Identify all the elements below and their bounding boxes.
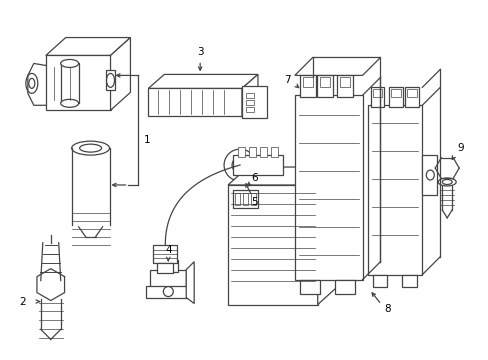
Bar xyxy=(242,86,266,118)
Bar xyxy=(422,155,436,195)
Bar xyxy=(235,193,240,205)
Bar xyxy=(405,87,419,107)
Ellipse shape xyxy=(61,99,79,107)
Bar xyxy=(270,147,277,157)
Text: 5: 5 xyxy=(251,197,258,207)
Polygon shape xyxy=(186,262,194,303)
Text: 6: 6 xyxy=(251,173,258,183)
Bar xyxy=(299,280,319,293)
Bar xyxy=(238,147,244,157)
Ellipse shape xyxy=(426,170,433,180)
Bar xyxy=(233,155,282,175)
Ellipse shape xyxy=(72,141,109,155)
Bar xyxy=(233,190,258,208)
Bar xyxy=(260,147,266,157)
Circle shape xyxy=(232,157,247,173)
Circle shape xyxy=(224,149,255,181)
Bar xyxy=(245,107,253,112)
Text: 4: 4 xyxy=(164,245,171,255)
Bar xyxy=(402,275,416,287)
Bar xyxy=(250,193,255,205)
Circle shape xyxy=(163,287,173,297)
Ellipse shape xyxy=(29,78,35,88)
Bar xyxy=(372,275,386,287)
Text: 9: 9 xyxy=(457,143,464,153)
Bar xyxy=(243,193,247,205)
Polygon shape xyxy=(242,75,258,116)
Bar xyxy=(46,55,110,110)
Bar xyxy=(367,105,422,275)
Bar xyxy=(245,100,253,105)
Polygon shape xyxy=(227,167,337,185)
Ellipse shape xyxy=(80,144,102,152)
Bar xyxy=(245,93,253,98)
Bar xyxy=(336,75,352,97)
Bar xyxy=(299,75,315,97)
Ellipse shape xyxy=(441,180,451,184)
Bar xyxy=(227,185,317,305)
Bar xyxy=(248,147,255,157)
Bar xyxy=(153,245,177,263)
Text: 7: 7 xyxy=(284,75,290,85)
Bar xyxy=(105,71,115,90)
Polygon shape xyxy=(46,37,130,55)
Text: 2: 2 xyxy=(20,297,26,306)
Bar xyxy=(157,263,173,273)
Bar xyxy=(150,270,186,292)
Polygon shape xyxy=(294,58,380,75)
Polygon shape xyxy=(148,75,258,88)
Ellipse shape xyxy=(61,59,79,67)
Bar xyxy=(319,77,329,87)
Bar xyxy=(146,285,190,298)
Bar xyxy=(388,87,403,107)
Bar xyxy=(407,89,416,97)
Bar xyxy=(61,63,79,103)
Polygon shape xyxy=(110,37,130,110)
Bar xyxy=(316,75,332,97)
Bar xyxy=(158,260,178,272)
Text: 8: 8 xyxy=(384,305,390,315)
Polygon shape xyxy=(148,88,242,116)
Ellipse shape xyxy=(106,73,114,87)
Bar xyxy=(302,77,312,87)
Text: 1: 1 xyxy=(143,135,150,145)
Ellipse shape xyxy=(437,178,455,186)
Bar xyxy=(334,280,354,293)
Polygon shape xyxy=(317,167,337,305)
Bar xyxy=(339,77,349,87)
Bar xyxy=(390,89,401,97)
Ellipse shape xyxy=(26,73,38,93)
Bar xyxy=(372,89,382,97)
Bar xyxy=(370,87,384,107)
Text: 3: 3 xyxy=(197,48,203,58)
Bar xyxy=(294,95,362,280)
